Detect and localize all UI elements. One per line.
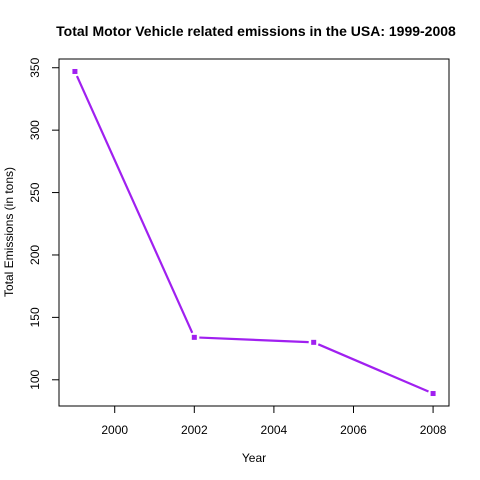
x-tick-label: 2008: [420, 423, 447, 437]
x-axis: 2000 2002 2004 2006 2008: [101, 405, 447, 437]
y-tick-label: 150: [28, 307, 42, 327]
series-layer: [72, 68, 436, 397]
y-tick-label: 200: [28, 245, 42, 265]
data-point-marker: [430, 391, 436, 397]
y-axis-label: Total Emissions (in tons): [2, 167, 16, 297]
y-tick-label: 350: [28, 57, 42, 77]
x-tick-label: 2006: [340, 423, 367, 437]
data-point-marker: [191, 334, 197, 340]
series-line-segment: [75, 75, 194, 334]
series-line-segment: [199, 336, 309, 344]
y-tick-label: 250: [28, 182, 42, 202]
series-line-segment: [317, 343, 429, 393]
y-tick-label: 100: [28, 369, 42, 389]
x-tick-label: 2004: [261, 423, 288, 437]
data-point-marker: [311, 339, 317, 345]
x-tick-label: 2000: [101, 423, 128, 437]
chart-title: Total Motor Vehicle related emissions in…: [56, 23, 456, 39]
x-axis-label: Year: [242, 451, 266, 465]
data-point-marker: [72, 68, 78, 74]
y-axis: 100 150 200 250 300 350: [28, 57, 60, 390]
y-tick-label: 300: [28, 120, 42, 140]
x-tick-label: 2002: [181, 423, 208, 437]
